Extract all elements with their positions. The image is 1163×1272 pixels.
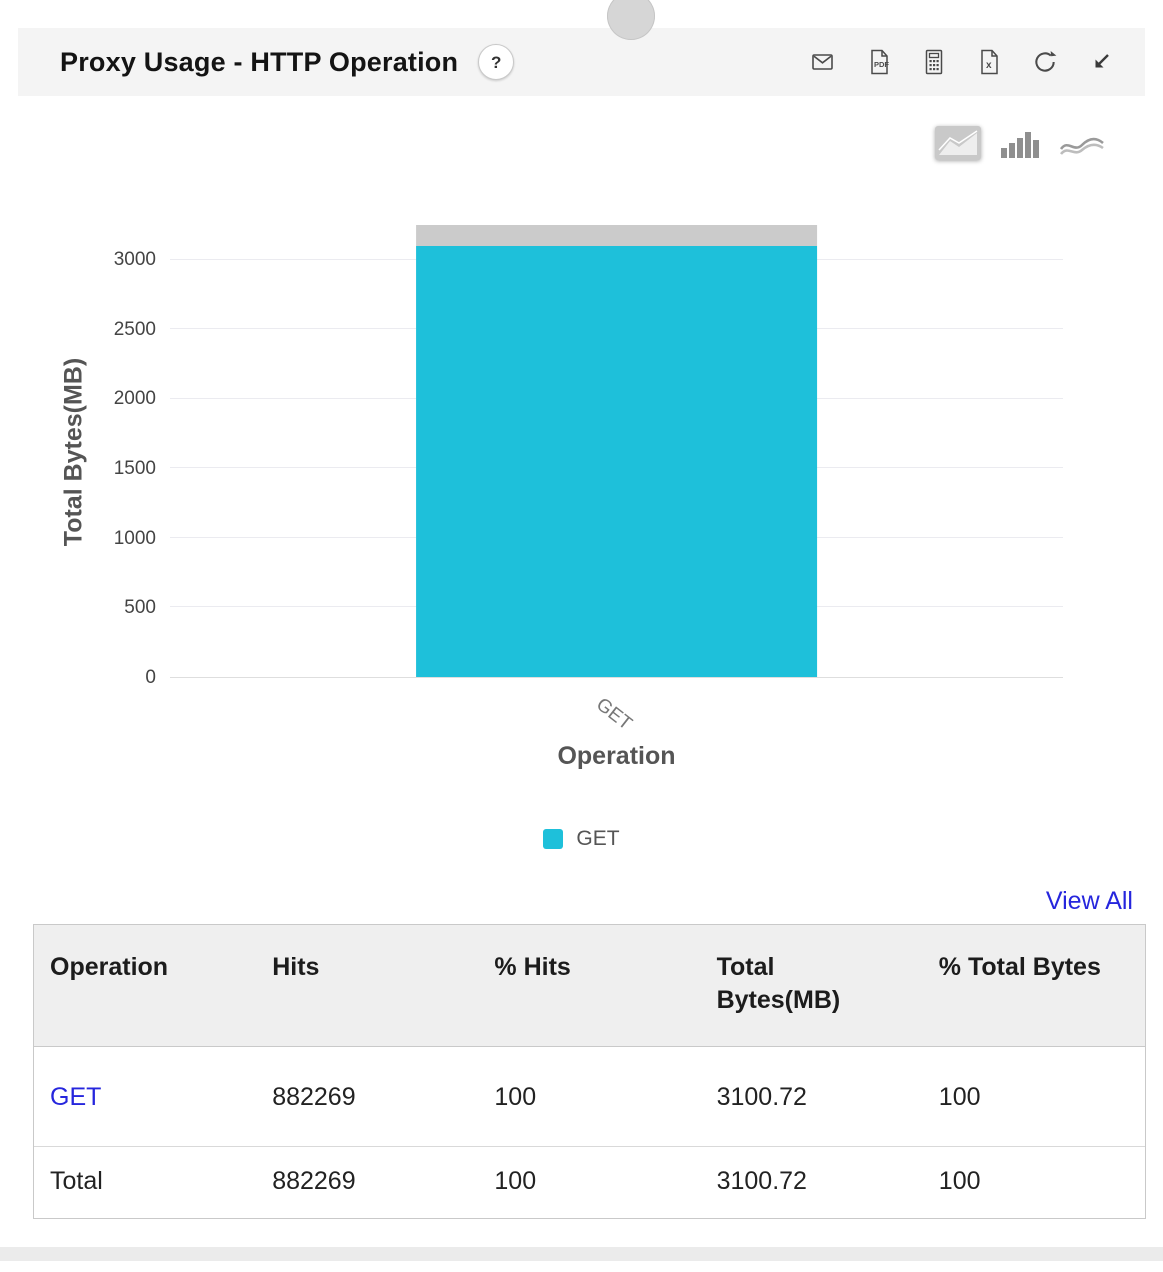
email-icon bbox=[809, 50, 836, 74]
help-button[interactable]: ? bbox=[478, 44, 515, 80]
y-tick-label: 3000 bbox=[113, 248, 156, 270]
bar-cap bbox=[415, 225, 818, 246]
bar-chart-icon bbox=[999, 132, 1041, 163]
table-body: GET 882269 100 3100.72 100 Total 882269 100 3100… bbox=[34, 1047, 1145, 1218]
table-cell: 100 bbox=[494, 1083, 537, 1111]
area-chart-icon bbox=[935, 126, 981, 163]
chart-type-toolbar bbox=[0, 126, 1105, 163]
line-chart-button[interactable] bbox=[1059, 126, 1105, 163]
table-header-cell: % Hits bbox=[494, 953, 571, 981]
table-header-cell: % Total Bytes bbox=[938, 953, 1101, 981]
refresh-button[interactable] bbox=[1030, 47, 1060, 77]
plot-area bbox=[170, 225, 1063, 678]
email-button[interactable] bbox=[807, 48, 838, 76]
page-title: Proxy Usage - HTTP Operation bbox=[60, 46, 459, 77]
table-cell: GET bbox=[34, 1047, 256, 1146]
line-chart-icon bbox=[1059, 137, 1105, 163]
bar-chart-button[interactable] bbox=[999, 126, 1041, 163]
area-chart-button[interactable] bbox=[935, 126, 981, 163]
legend-label[interactable]: GET bbox=[576, 827, 620, 850]
help-label: ? bbox=[491, 52, 502, 72]
view-all-link[interactable]: View All bbox=[1045, 887, 1133, 915]
table-header-cell: Hits bbox=[272, 953, 320, 981]
y-tick-label: 1000 bbox=[113, 527, 156, 549]
y-tick-label: 2500 bbox=[113, 318, 156, 340]
pdf-icon: PDF bbox=[867, 49, 891, 75]
y-tick-label: 1500 bbox=[113, 457, 156, 479]
table-cell: Total bbox=[50, 1167, 103, 1195]
table-cell: 882269 bbox=[272, 1167, 356, 1195]
title-wrap: Proxy Usage - HTTP Operation ? bbox=[60, 44, 515, 80]
pdf-export-button[interactable]: PDF bbox=[865, 47, 893, 77]
bar-chart: Total Bytes(MB) 0 500 1000 1500 2000 2500 3000… bbox=[60, 225, 1063, 735]
svg-text:PDF: PDF bbox=[874, 60, 889, 69]
bottom-divider bbox=[0, 1247, 1163, 1261]
y-tick-label: 2000 bbox=[113, 388, 156, 410]
table-cell: 100 bbox=[938, 1167, 981, 1195]
table-cell: 3100.72 bbox=[716, 1083, 807, 1111]
table-header-cell: Operation bbox=[50, 953, 169, 981]
refresh-icon bbox=[1032, 49, 1058, 75]
csv-export-button[interactable] bbox=[920, 47, 948, 77]
operation-link[interactable]: GET bbox=[50, 1083, 102, 1111]
table-row: GET 882269 100 3100.72 100 bbox=[34, 1047, 1145, 1146]
y-axis-title: Total Bytes(MB) bbox=[59, 357, 88, 546]
x-tick-label: GET bbox=[591, 694, 636, 735]
table-header-cell: Total Bytes(MB) bbox=[716, 953, 841, 1014]
header-actions: PDF x bbox=[807, 47, 1115, 77]
panel-header: Proxy Usage - HTTP Operation ? PDF bbox=[18, 28, 1145, 96]
chart-legend: GET bbox=[0, 827, 1163, 851]
bar-slot bbox=[415, 225, 818, 677]
expand-icon bbox=[1089, 50, 1113, 74]
y-tick-label: 500 bbox=[124, 597, 156, 619]
collapse-button[interactable] bbox=[1087, 48, 1115, 76]
view-all-row: View All bbox=[0, 887, 1133, 916]
table-cell: 882269 bbox=[272, 1083, 356, 1111]
excel-export-button[interactable]: x bbox=[975, 47, 1003, 77]
csv-icon bbox=[922, 49, 946, 75]
data-table: Operation Hits % Hits Total Bytes(MB) % Tota… bbox=[33, 924, 1146, 1219]
table-row: Total 882269 100 3100.72 100 bbox=[34, 1146, 1145, 1218]
table-header-row: Operation Hits % Hits Total Bytes(MB) % Tota… bbox=[34, 925, 1145, 1047]
svg-text:x: x bbox=[986, 60, 992, 71]
x-axis-title: Operation bbox=[557, 742, 676, 770]
scroll-top-button[interactable] bbox=[607, 0, 655, 40]
bar-get[interactable] bbox=[415, 245, 818, 677]
table-cell: 3100.72 bbox=[716, 1167, 807, 1195]
excel-icon: x bbox=[977, 49, 1001, 75]
table-cell: 100 bbox=[494, 1167, 537, 1195]
table-cell: 100 bbox=[938, 1083, 981, 1111]
legend-swatch[interactable] bbox=[543, 829, 564, 849]
y-tick-label: 0 bbox=[145, 667, 156, 688]
